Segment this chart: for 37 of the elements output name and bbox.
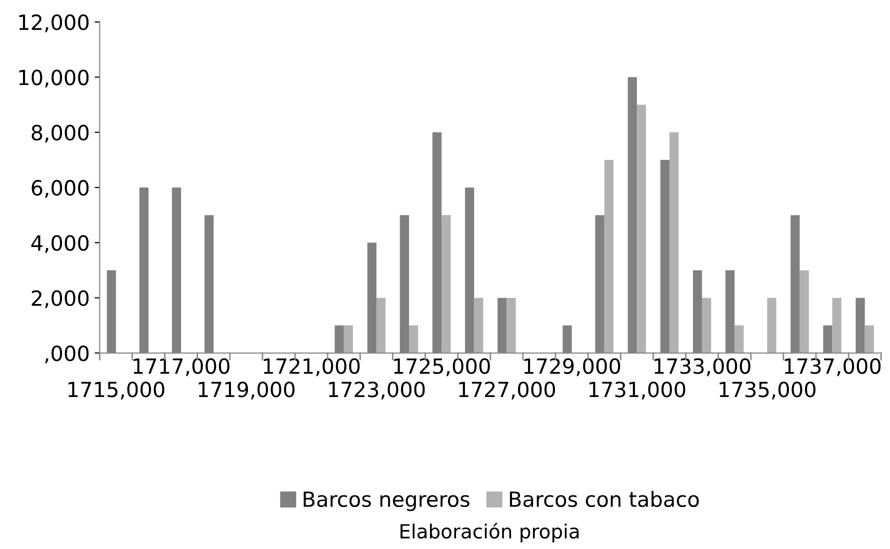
bar bbox=[442, 215, 451, 354]
x-tick-label: 1731,000 bbox=[589, 382, 686, 400]
y-tick-label: 6,000 bbox=[32, 180, 89, 198]
x-tick-label: 1717,000 bbox=[134, 358, 230, 376]
y-tick-label: ,000 bbox=[45, 345, 89, 364]
bar bbox=[376, 298, 386, 354]
legend-label: Barcos negreros bbox=[304, 492, 470, 512]
bar bbox=[800, 270, 809, 354]
y-tick-label: 10,000 bbox=[19, 70, 89, 88]
x-tick-label: 1719,000 bbox=[198, 382, 295, 400]
text: Elaboración propia bbox=[400, 522, 579, 542]
x-tick-label: 1737,000 bbox=[784, 358, 881, 376]
bar bbox=[864, 325, 874, 354]
bar bbox=[702, 298, 712, 354]
y-tick-label: 8,000 bbox=[32, 124, 89, 143]
x-tick-label: 1733,000 bbox=[654, 358, 750, 376]
legend-label: Barcos con tabaco bbox=[510, 490, 699, 508]
bar bbox=[344, 325, 353, 354]
x-tick-label: 1715,000 bbox=[68, 382, 164, 400]
y-tick-label: 4,000 bbox=[31, 235, 89, 253]
bar bbox=[604, 160, 614, 354]
bar bbox=[767, 298, 776, 354]
x-tick-label: 1727,000 bbox=[459, 382, 555, 400]
bar bbox=[506, 298, 516, 354]
x-tick-label: 1725,000 bbox=[394, 358, 490, 376]
bar bbox=[734, 325, 744, 354]
x-tick-label: 1723,000 bbox=[329, 382, 425, 400]
x-tick-label: 1729,000 bbox=[524, 358, 620, 376]
bar bbox=[408, 325, 418, 354]
bar bbox=[669, 132, 679, 354]
bar bbox=[832, 298, 842, 354]
y-tick-label: 12,000 bbox=[19, 14, 89, 32]
bar bbox=[636, 104, 646, 354]
x-tick-label: 1735,000 bbox=[720, 382, 816, 400]
y-tick-label: 2,000 bbox=[32, 290, 89, 308]
x-tick-label: 1721,000 bbox=[264, 358, 360, 376]
bar bbox=[474, 298, 484, 354]
